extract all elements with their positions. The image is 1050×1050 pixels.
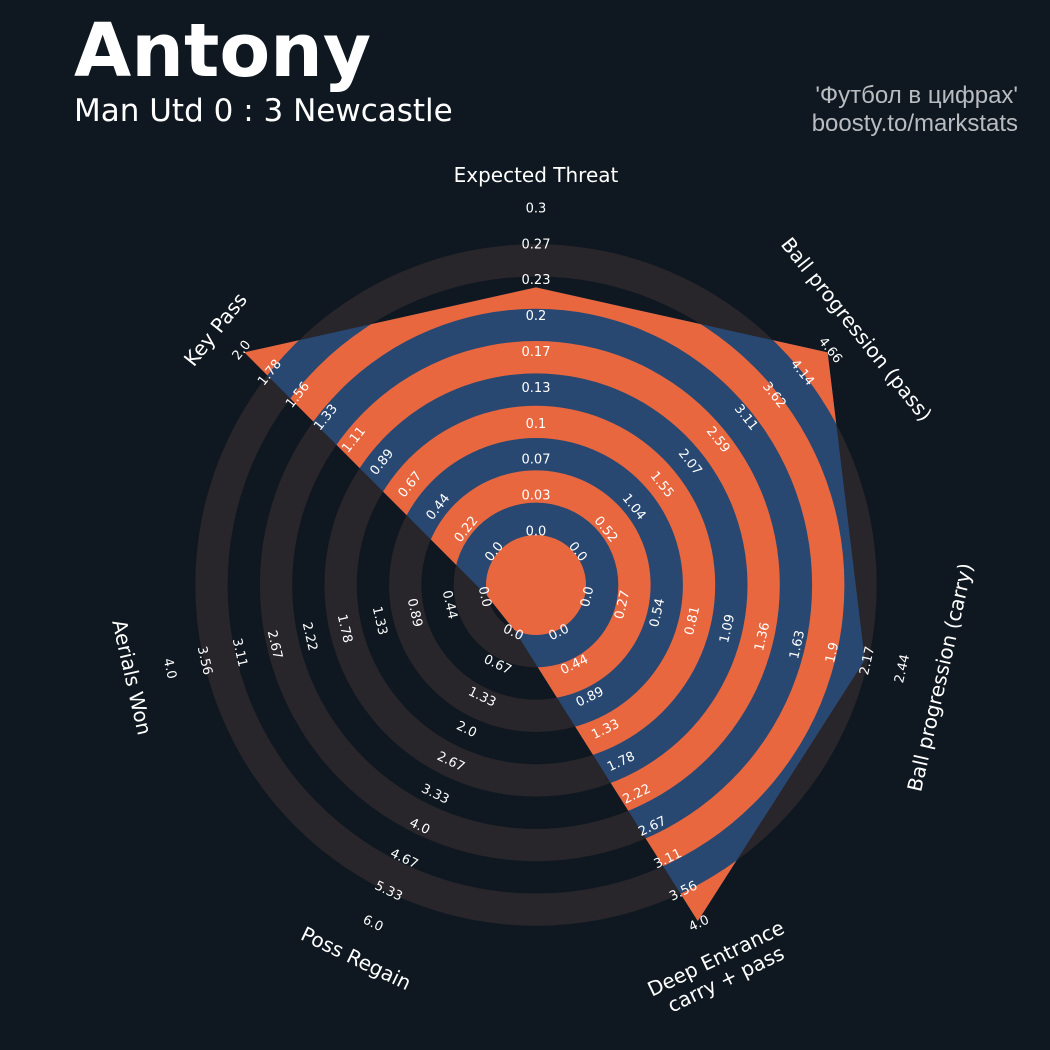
tick-label: 3.56 — [194, 645, 215, 677]
tick-label: 0.27 — [522, 237, 551, 252]
tick-label: 0.0 — [475, 585, 494, 609]
player-bands — [244, 287, 865, 922]
tick-label: 6.0 — [360, 913, 385, 935]
tick-label: 2.67 — [264, 629, 285, 661]
tick-label: 0.07 — [522, 453, 551, 468]
tick-label: 4.0 — [160, 657, 179, 681]
tick-label: 2.44 — [892, 653, 913, 685]
axis-label: Aerials Won — [107, 617, 157, 737]
match-subtitle: Man Utd 0 : 3 Newcastle — [74, 93, 453, 129]
credit-link: boosty.to/markstats — [811, 110, 1018, 137]
axis-label-line: Ball progression (carry) — [902, 561, 977, 794]
tick-label: 0.3 — [526, 201, 547, 216]
axis-label: Poss Regain — [297, 922, 415, 995]
tick-label: 0.27 — [612, 589, 633, 621]
tick-label: 0.2 — [526, 309, 547, 324]
axis-label-line: Expected Threat — [454, 163, 619, 187]
tick-label: 3.11 — [229, 637, 250, 669]
axis-label-line: Aerials Won — [107, 617, 157, 737]
tick-label: 2.22 — [299, 621, 320, 653]
tick-label: 0.17 — [522, 345, 551, 360]
tick-label: 1.78 — [334, 613, 355, 645]
player-shape — [244, 287, 865, 922]
tick-label: 1.33 — [369, 605, 390, 637]
tick-label: 2.0 — [454, 719, 479, 741]
tick-label: 4.0 — [687, 913, 712, 935]
tick-label: 0.0 — [526, 525, 547, 540]
tick-label: 2.17 — [857, 645, 878, 677]
tick-label: 0.89 — [404, 597, 425, 629]
axis-label: Ball progression (carry) — [902, 561, 977, 794]
tick-label: 0.54 — [647, 597, 668, 629]
tick-label: 1.09 — [717, 613, 738, 645]
axis-label-line: Poss Regain — [297, 922, 415, 995]
tick-label: 0.03 — [522, 489, 551, 504]
tick-label: 1.36 — [752, 621, 773, 653]
credit-channel: 'Футбол в цифрах' — [815, 82, 1018, 109]
tick-label: 2.0 — [230, 338, 255, 364]
tick-label: 1.9 — [823, 641, 842, 665]
tick-label: 0.0 — [578, 585, 597, 609]
tick-label: 1.63 — [787, 629, 808, 661]
axis-label: Expected Threat — [454, 163, 619, 187]
tick-label: 0.81 — [682, 605, 703, 637]
tick-label: 0.23 — [522, 273, 551, 288]
tick-label: 0.44 — [439, 589, 460, 621]
player-center-disc — [486, 535, 586, 635]
tick-label: 0.1 — [526, 417, 547, 432]
axis-label: Deep Entrancecarry + pass — [644, 915, 798, 1022]
player-name-title: Antony — [74, 8, 372, 94]
tick-label: 0.13 — [522, 381, 551, 396]
